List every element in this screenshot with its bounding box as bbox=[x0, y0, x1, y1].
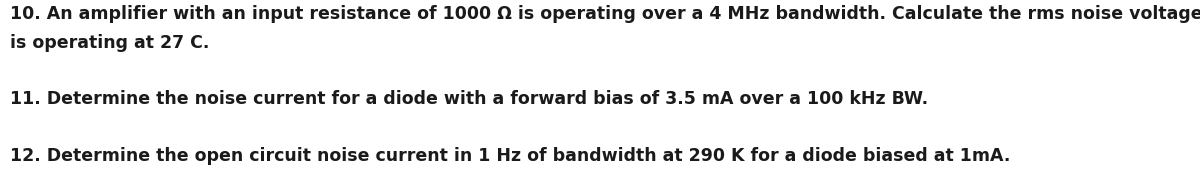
Text: is operating at 27 C.: is operating at 27 C. bbox=[10, 34, 209, 52]
Text: 11. Determine the noise current for a diode with a forward bias of 3.5 mA over a: 11. Determine the noise current for a di… bbox=[10, 90, 928, 108]
Text: 12. Determine the open circuit noise current in 1 Hz of bandwidth at 290 K for a: 12. Determine the open circuit noise cur… bbox=[10, 147, 1010, 165]
Text: 10. An amplifier with an input resistance of 1000 Ω is operating over a 4 MHz ba: 10. An amplifier with an input resistanc… bbox=[10, 5, 1200, 23]
